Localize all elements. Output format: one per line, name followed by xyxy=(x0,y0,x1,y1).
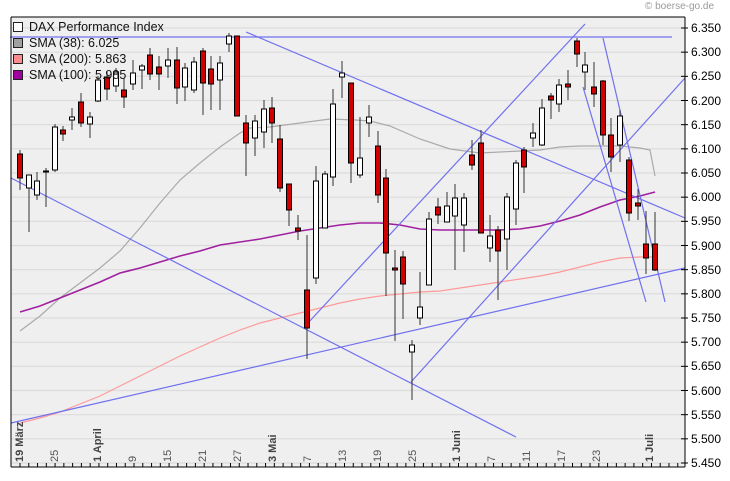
y-tick-label: 6.200 xyxy=(691,93,722,108)
y-tick-label: 6.250 xyxy=(691,69,722,84)
swatch-icon xyxy=(13,54,23,64)
x-tick-label: 23 xyxy=(591,449,603,462)
x-tick-label: 1 Juli xyxy=(644,433,656,462)
x-tick-label: 1 April xyxy=(92,428,104,462)
y-tick-label: 5.500 xyxy=(691,431,722,446)
candles xyxy=(17,33,658,400)
y-tick-label: 6.000 xyxy=(691,190,722,205)
axis-ticks xyxy=(19,27,688,467)
legend-item-dax: DAX Performance Index xyxy=(13,19,164,35)
swatch-icon xyxy=(13,38,23,48)
y-tick-label: 5.650 xyxy=(691,359,722,374)
x-tick-label: 25 xyxy=(49,449,61,462)
sma-lines xyxy=(19,118,656,424)
y-tick-label: 6.050 xyxy=(691,166,722,180)
y-tick-label: 5.800 xyxy=(691,286,722,301)
y-tick-label: 5.850 xyxy=(691,262,722,277)
x-tick-label: 19 März xyxy=(14,421,26,462)
legend-item-sma200: SMA (200): 5.863 xyxy=(13,51,164,67)
trend-lines xyxy=(10,23,686,438)
x-tick-label: 1 Juni xyxy=(451,430,463,462)
copyright-text: © boerse-go.de xyxy=(644,1,714,12)
legend: DAX Performance Index SMA (38): 6.025 SM… xyxy=(13,19,164,83)
x-tick-label: 21 xyxy=(197,449,209,462)
x-tick-label: 19 xyxy=(372,449,384,462)
legend-item-sma100: SMA (100): 5.985 xyxy=(13,67,164,83)
y-tick-label: 6.350 xyxy=(691,21,722,35)
y-tick-label: 5.950 xyxy=(691,214,722,229)
y-tick-label: 5.750 xyxy=(691,311,722,325)
y-tick-label: 6.300 xyxy=(691,45,722,60)
y-tick-label: 5.900 xyxy=(691,238,722,253)
x-tick-label: 7 xyxy=(302,455,314,462)
x-tick-label: 3 Mai xyxy=(267,434,279,462)
swatch-icon xyxy=(13,22,23,32)
y-tick-label: 5.550 xyxy=(691,407,722,422)
y-tick-label: 6.100 xyxy=(691,141,722,156)
x-tick-label: 15 xyxy=(162,449,174,462)
y-tick-label: 5.700 xyxy=(691,335,722,350)
y-tick-label: 5.600 xyxy=(691,383,722,398)
x-tick-label: 25 xyxy=(407,449,419,462)
x-tick-label: 9 xyxy=(127,455,139,462)
x-tick-label: 17 xyxy=(556,449,568,462)
x-tick-label: 7 xyxy=(486,455,498,462)
y-tick-label: 5.450 xyxy=(691,456,722,470)
legend-item-sma38: SMA (38): 6.025 xyxy=(13,35,164,51)
grid-lines xyxy=(11,27,685,464)
swatch-icon xyxy=(13,70,23,80)
x-tick-label: 27 xyxy=(232,449,244,462)
y-tick-label: 6.150 xyxy=(691,117,722,132)
x-tick-label: 13 xyxy=(337,449,349,462)
x-tick-label: 11 xyxy=(521,450,533,462)
